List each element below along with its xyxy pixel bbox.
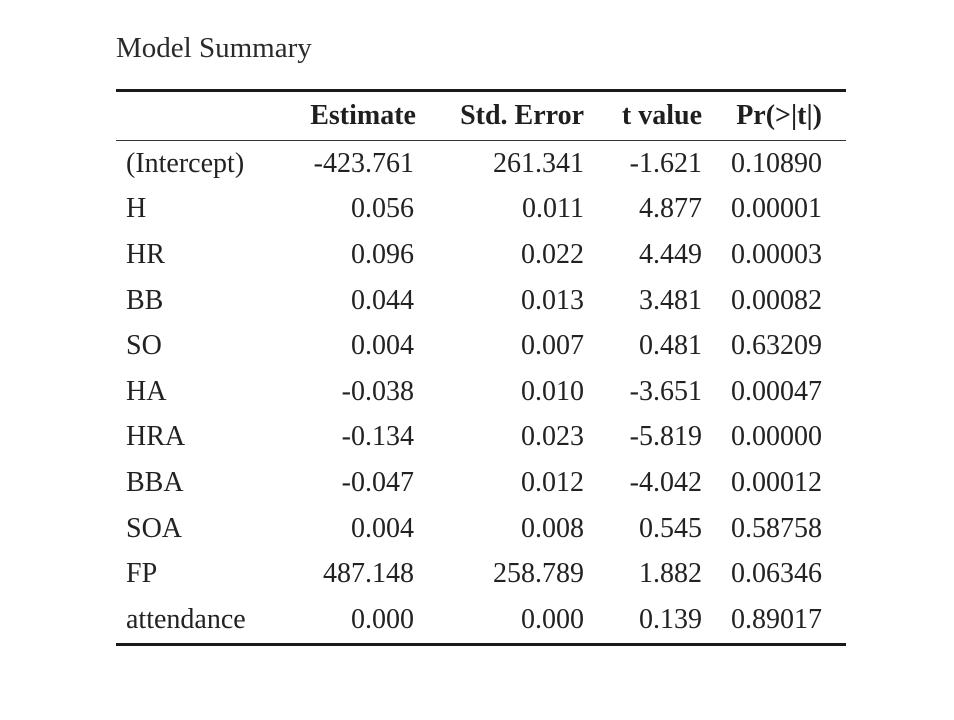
row-term: SOA	[126, 512, 183, 544]
row-t-value: 4.877	[639, 193, 702, 225]
row-std-error: 0.022	[521, 238, 584, 270]
row-t-value: -4.042	[629, 466, 702, 498]
table-bottom-rule	[116, 642, 846, 646]
row-std-error: 0.008	[521, 512, 584, 544]
row-estimate: 0.004	[351, 512, 414, 544]
row-std-error: 0.010	[521, 375, 584, 407]
row-term: HR	[126, 238, 165, 270]
row-std-error: 0.023	[521, 421, 584, 453]
table-row: H 0.056 0.011 4.877 0.00001	[116, 187, 846, 233]
page-title: Model Summary	[116, 32, 312, 64]
row-estimate: 0.004	[351, 330, 414, 362]
row-term: H	[126, 193, 147, 225]
row-p-value: 0.10890	[731, 147, 822, 179]
table-body: (Intercept) -423.761 261.341 -1.621 0.10…	[116, 141, 846, 643]
row-p-value: 0.00047	[731, 375, 822, 407]
row-p-value: 0.00003	[731, 238, 822, 270]
row-t-value: -5.819	[629, 421, 702, 453]
table-header-row: Estimate Std. Error t value Pr(>|t|)	[116, 92, 846, 140]
row-p-value: 0.06346	[731, 558, 822, 590]
row-estimate: -423.761	[313, 147, 414, 179]
row-t-value: -3.651	[629, 375, 702, 407]
row-term: BBA	[126, 466, 184, 498]
table-row: FP 487.148 258.789 1.882 0.06346	[116, 551, 846, 597]
row-estimate: 0.000	[351, 603, 414, 635]
row-estimate: 0.044	[351, 284, 414, 316]
table-row: (Intercept) -423.761 261.341 -1.621 0.10…	[116, 141, 846, 187]
row-t-value: 4.449	[639, 238, 702, 270]
header-t-value: t value	[621, 100, 702, 131]
row-p-value: 0.00001	[731, 193, 822, 225]
row-p-value: 0.00000	[731, 421, 822, 453]
row-p-value: 0.00082	[731, 284, 822, 316]
row-p-value: 0.89017	[731, 603, 822, 635]
row-t-value: 0.545	[639, 512, 702, 544]
header-estimate: Estimate	[310, 100, 416, 131]
row-t-value: 3.481	[639, 284, 702, 316]
row-estimate: 0.056	[351, 193, 414, 225]
table-row: SOA 0.004 0.008 0.545 0.58758	[116, 506, 846, 552]
table-row: BBA -0.047 0.012 -4.042 0.00012	[116, 460, 846, 506]
row-std-error: 0.012	[521, 466, 584, 498]
row-estimate: -0.047	[341, 466, 414, 498]
table-header-rule	[116, 140, 846, 141]
row-std-error: 258.789	[493, 558, 584, 590]
row-t-value: -1.621	[629, 147, 702, 179]
row-estimate: 0.096	[351, 238, 414, 270]
table-row: SO 0.004 0.007 0.481 0.63209	[116, 323, 846, 369]
row-t-value: 0.139	[639, 603, 702, 635]
row-t-value: 0.481	[639, 330, 702, 362]
row-term: (Intercept)	[126, 147, 245, 179]
row-estimate: 487.148	[323, 558, 414, 590]
row-p-value: 0.58758	[731, 512, 822, 544]
table-row: HRA -0.134 0.023 -5.819 0.00000	[116, 415, 846, 461]
table-row: HA -0.038 0.010 -3.651 0.00047	[116, 369, 846, 415]
row-std-error: 0.013	[521, 284, 584, 316]
model-summary-table: Estimate Std. Error t value Pr(>|t|) (In…	[116, 89, 846, 646]
row-term: HA	[126, 375, 167, 407]
row-term: attendance	[126, 603, 246, 635]
table-row: attendance 0.000 0.000 0.139 0.89017	[116, 597, 846, 643]
row-std-error: 0.000	[521, 603, 584, 635]
row-t-value: 1.882	[639, 558, 702, 590]
row-term: SO	[126, 330, 162, 362]
table-row: BB 0.044 0.013 3.481 0.00082	[116, 278, 846, 324]
row-std-error: 0.007	[521, 330, 584, 362]
table-top-rule	[116, 89, 846, 92]
row-p-value: 0.00012	[731, 466, 822, 498]
row-term: HRA	[126, 421, 186, 453]
table-row: HR 0.096 0.022 4.449 0.00003	[116, 232, 846, 278]
row-term: FP	[126, 558, 158, 590]
header-std-error: Std. Error	[460, 100, 584, 131]
row-std-error: 0.011	[522, 193, 584, 225]
row-p-value: 0.63209	[731, 330, 822, 362]
header-p-value: Pr(>|t|)	[736, 100, 822, 131]
row-estimate: -0.038	[341, 375, 414, 407]
row-std-error: 261.341	[493, 147, 584, 179]
row-term: BB	[126, 284, 164, 316]
row-estimate: -0.134	[341, 421, 414, 453]
